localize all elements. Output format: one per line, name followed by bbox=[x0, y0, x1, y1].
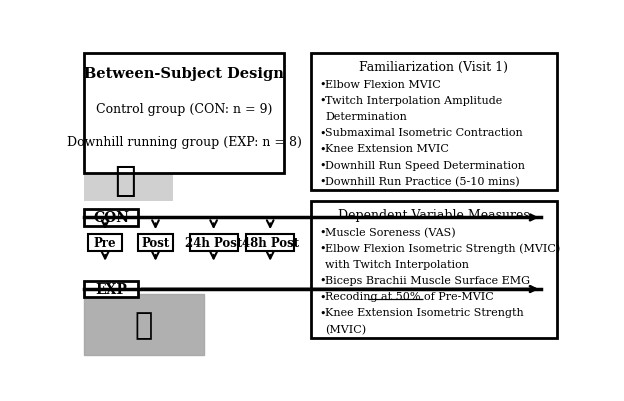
Text: 🏃: 🏃 bbox=[135, 310, 153, 339]
Text: Familiarization (Visit 1): Familiarization (Visit 1) bbox=[359, 61, 508, 74]
Text: Elbow Flexion Isometric Strength (MVIC): Elbow Flexion Isometric Strength (MVIC) bbox=[325, 243, 560, 254]
FancyBboxPatch shape bbox=[311, 54, 557, 191]
FancyBboxPatch shape bbox=[88, 234, 122, 251]
Text: Biceps Brachii Muscle Surface EMG: Biceps Brachii Muscle Surface EMG bbox=[325, 275, 530, 286]
Text: Control group (CON: n = 9): Control group (CON: n = 9) bbox=[96, 103, 272, 116]
Text: Pre: Pre bbox=[94, 236, 117, 249]
Text: Downhill Run Practice (5-10 mins): Downhill Run Practice (5-10 mins) bbox=[325, 176, 520, 187]
Text: 🧍: 🧍 bbox=[114, 163, 135, 197]
Text: Downhill Run Speed Determination: Downhill Run Speed Determination bbox=[325, 160, 525, 170]
Text: CON: CON bbox=[94, 211, 129, 225]
Text: Knee Extension Isometric Strength: Knee Extension Isometric Strength bbox=[325, 308, 524, 318]
Text: •: • bbox=[319, 176, 326, 186]
Text: •: • bbox=[319, 308, 326, 318]
Text: Determination: Determination bbox=[325, 112, 407, 122]
Text: •: • bbox=[319, 96, 326, 106]
Text: EXP: EXP bbox=[95, 282, 127, 296]
Text: Downhill running group (EXP: n = 8): Downhill running group (EXP: n = 8) bbox=[67, 136, 301, 149]
Text: Muscle Soreness (VAS): Muscle Soreness (VAS) bbox=[325, 227, 456, 237]
FancyBboxPatch shape bbox=[84, 294, 204, 355]
Text: (MVIC): (MVIC) bbox=[325, 324, 366, 334]
Text: Post: Post bbox=[142, 236, 170, 249]
FancyBboxPatch shape bbox=[84, 281, 139, 298]
Text: •: • bbox=[319, 160, 326, 170]
Text: Submaximal Isometric Contraction: Submaximal Isometric Contraction bbox=[325, 128, 523, 138]
Text: Elbow Flexion MVIC: Elbow Flexion MVIC bbox=[325, 80, 441, 89]
FancyBboxPatch shape bbox=[84, 160, 173, 202]
Text: Knee Extension MVIC: Knee Extension MVIC bbox=[325, 144, 449, 154]
Text: •: • bbox=[319, 227, 326, 237]
Text: •: • bbox=[319, 128, 326, 138]
Text: Between-Subject Design: Between-Subject Design bbox=[84, 67, 284, 81]
FancyBboxPatch shape bbox=[84, 54, 284, 173]
Text: •: • bbox=[319, 292, 326, 302]
Text: •: • bbox=[319, 243, 326, 253]
Text: 24h Post: 24h Post bbox=[185, 236, 242, 249]
Text: •: • bbox=[319, 275, 326, 286]
FancyBboxPatch shape bbox=[246, 234, 295, 251]
FancyBboxPatch shape bbox=[84, 209, 139, 226]
Text: •: • bbox=[319, 80, 326, 89]
FancyBboxPatch shape bbox=[311, 202, 557, 338]
FancyBboxPatch shape bbox=[139, 234, 173, 251]
Text: Twitch Interpolation Amplitude: Twitch Interpolation Amplitude bbox=[325, 96, 502, 106]
Text: 48h Post: 48h Post bbox=[241, 236, 299, 249]
Text: Dependent Variable Measures: Dependent Variable Measures bbox=[338, 208, 530, 221]
Text: with Twitch Interpolation: with Twitch Interpolation bbox=[325, 259, 469, 269]
Text: Recoding at 50% of Pre-MVIC: Recoding at 50% of Pre-MVIC bbox=[325, 292, 494, 302]
Text: •: • bbox=[319, 144, 326, 154]
FancyBboxPatch shape bbox=[190, 234, 238, 251]
